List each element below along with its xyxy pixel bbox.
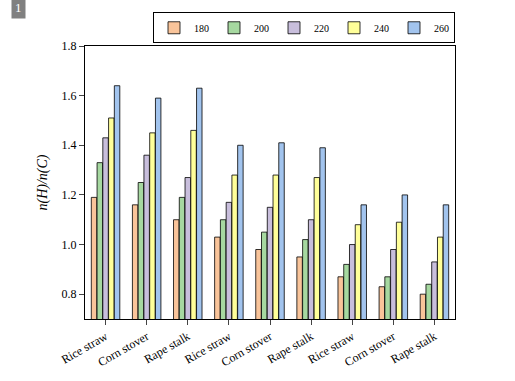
- svg-text:1.0: 1.0: [62, 238, 77, 252]
- svg-text:Corn stover: Corn stover: [95, 329, 151, 369]
- svg-text:Corn stover: Corn stover: [219, 329, 275, 369]
- svg-text:Rape stalk: Rape stalk: [265, 329, 316, 366]
- svg-text:1: 1: [15, 0, 22, 15]
- svg-text:Rape stalk: Rape stalk: [142, 329, 193, 366]
- svg-text:240: 240: [374, 23, 389, 34]
- svg-text:220: 220: [314, 23, 329, 34]
- svg-text:n(H)/n(C): n(H)/n(C): [35, 154, 51, 210]
- svg-text:Rice straw: Rice straw: [182, 329, 233, 367]
- svg-text:1.4: 1.4: [62, 138, 77, 152]
- svg-text:0.8: 0.8: [62, 287, 77, 301]
- svg-text:Rice straw: Rice straw: [59, 329, 110, 367]
- svg-text:260: 260: [434, 23, 449, 34]
- svg-text:1.2: 1.2: [62, 188, 77, 202]
- svg-text:200: 200: [254, 23, 269, 34]
- svg-text:1.6: 1.6: [62, 89, 77, 103]
- svg-text:Corn stover: Corn stover: [342, 329, 398, 369]
- svg-text:Rice straw: Rice straw: [306, 329, 357, 367]
- svg-text:180: 180: [194, 23, 209, 34]
- svg-text:1.8: 1.8: [62, 39, 77, 53]
- svg-text:Rape stalk: Rape stalk: [388, 329, 439, 366]
